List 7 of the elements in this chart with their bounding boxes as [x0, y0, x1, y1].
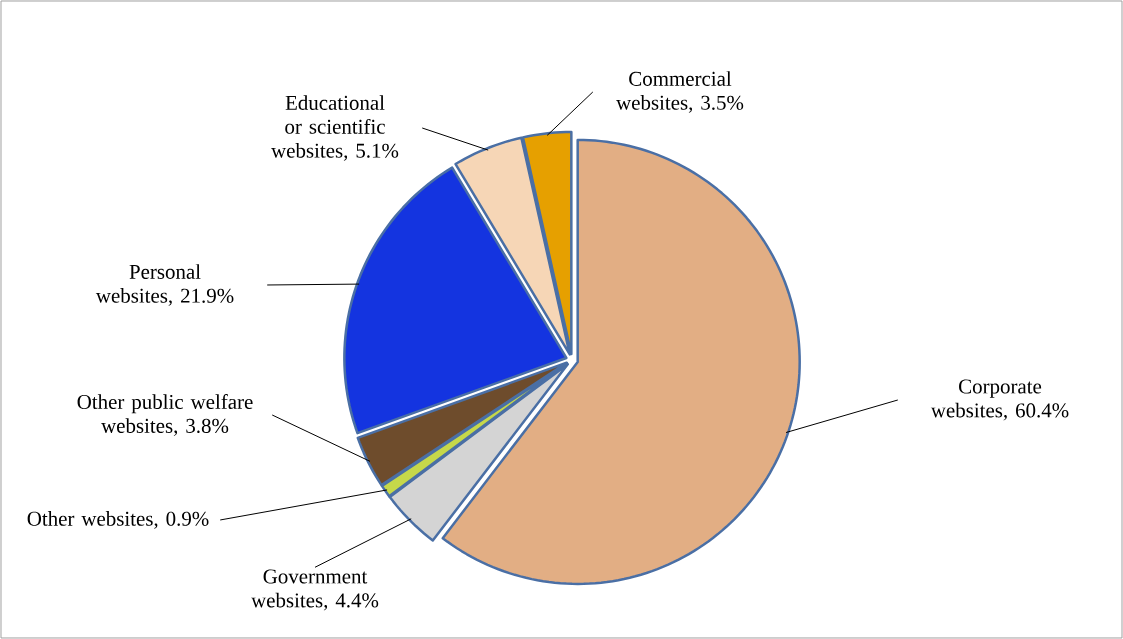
slice-label: Commercial websites, 3.5%	[616, 71, 744, 113]
slice-label: Government websites, 4.4%	[251, 569, 379, 611]
slice-label: Educational or scientific websites, 5.1%	[271, 95, 399, 161]
slice-label: Corporate websites, 60.4%	[930, 379, 1069, 421]
slice-label: Other websites, 0.9%	[27, 511, 209, 529]
slice-label: Personal websites, 21.9%	[95, 264, 234, 306]
slice-label: Other public welfare websites, 3.8%	[77, 394, 253, 436]
